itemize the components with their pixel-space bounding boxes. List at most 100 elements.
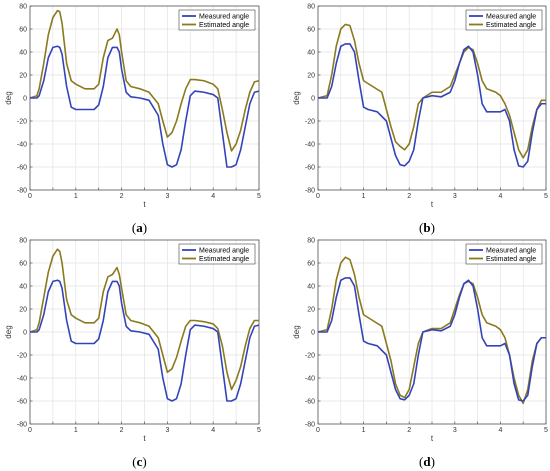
- x-tick-label: 1: [362, 427, 366, 434]
- x-tick-label: 3: [453, 427, 457, 434]
- series-line: [318, 277, 546, 402]
- panel-caption: (c): [132, 454, 146, 469]
- legend-box: [178, 243, 256, 265]
- series-line: [29, 9, 260, 152]
- y-tick-label: -40: [17, 376, 27, 383]
- series-line: [318, 43, 546, 168]
- y-tick-label: -40: [305, 142, 315, 149]
- x-tick-label: 4: [498, 193, 502, 200]
- series-line: [30, 279, 260, 402]
- x-tick-label: 1: [74, 193, 78, 200]
- x-axis-label: t: [431, 434, 434, 443]
- x-tick-label: 3: [165, 427, 169, 434]
- legend-label: Measured angle: [199, 248, 249, 255]
- x-tick-label: 4: [211, 427, 215, 434]
- chart-panel: 0 1 2 3 4 5 -80 -60 -40 -20 0 20 40 60 80 t deg Measured …: [4, 4, 261, 236]
- x-tick-label: 2: [120, 193, 124, 200]
- legend-label: Estimated angle: [486, 256, 536, 263]
- x-tick-label: 3: [453, 193, 457, 200]
- y-tick-label: 60: [19, 27, 27, 34]
- y-tick-label: -80: [305, 422, 315, 429]
- y-tick-label: -80: [305, 188, 315, 195]
- y-tick-label: 80: [19, 238, 27, 245]
- x-tick-label: 0: [28, 427, 32, 434]
- y-tick-label: 0: [23, 330, 27, 337]
- y-tick-label: 40: [307, 284, 315, 291]
- y-tick-label: 60: [307, 261, 315, 268]
- series-line: [30, 45, 260, 168]
- y-tick-label: 80: [19, 4, 27, 11]
- y-tick-label: -60: [305, 165, 315, 172]
- x-tick-label: 5: [257, 193, 261, 200]
- y-tick-label: -40: [305, 376, 315, 383]
- y-tick-label: 80: [307, 4, 315, 11]
- legend-label: Estimated angle: [486, 22, 536, 29]
- y-tick-label: 40: [19, 284, 27, 291]
- y-tick-label: 60: [307, 27, 315, 34]
- series-line: [317, 23, 546, 159]
- legend-box: [465, 243, 543, 265]
- x-tick-label: 0: [316, 427, 320, 434]
- legend-box: [465, 9, 543, 31]
- y-tick-label: 20: [19, 307, 27, 314]
- y-tick-label: 40: [19, 50, 27, 57]
- x-tick-label: 2: [120, 427, 124, 434]
- y-tick-label: 0: [23, 96, 27, 103]
- y-tick-label: -40: [17, 142, 27, 149]
- y-axis-label: deg: [4, 91, 13, 104]
- chart-panel: 0 1 2 3 4 5 -80 -60 -40 -20 0 20 40 60 80 t deg Measured …: [4, 238, 261, 470]
- x-tick-label: 1: [362, 193, 366, 200]
- legend-label: Measured angle: [199, 14, 249, 21]
- y-axis-label: deg: [4, 325, 13, 338]
- x-tick-label: 3: [165, 193, 169, 200]
- y-tick-label: -20: [305, 353, 315, 360]
- panel-caption: (a): [132, 220, 147, 235]
- y-tick-label: 0: [311, 330, 315, 337]
- chart-panel: 0 1 2 3 4 5 -80 -60 -40 -20 0 20 40 60 80 t deg Measured …: [292, 238, 548, 470]
- x-tick-label: 0: [28, 193, 32, 200]
- y-tick-label: 80: [307, 238, 315, 245]
- series-line: [29, 248, 259, 391]
- y-tick-label: -20: [17, 119, 27, 126]
- x-tick-label: 5: [544, 427, 548, 434]
- y-axis-label: deg: [292, 325, 301, 338]
- x-tick-label: 5: [257, 427, 261, 434]
- x-tick-label: 5: [544, 193, 548, 200]
- x-axis-label: t: [143, 200, 146, 209]
- x-axis-label: t: [143, 434, 146, 443]
- y-tick-label: 60: [19, 261, 27, 268]
- y-tick-label: -80: [17, 188, 27, 195]
- y-tick-label: 20: [19, 73, 27, 80]
- y-tick-label: -60: [305, 399, 315, 406]
- y-tick-label: 40: [307, 50, 315, 57]
- y-tick-label: -60: [17, 399, 27, 406]
- y-axis-label: deg: [292, 91, 301, 104]
- x-tick-label: 0: [316, 193, 320, 200]
- legend-box: [178, 9, 256, 31]
- y-tick-label: -20: [17, 353, 27, 360]
- panel-caption: (b): [419, 220, 435, 235]
- panel-caption: (d): [419, 454, 435, 469]
- legend-label: Estimated angle: [199, 256, 249, 263]
- x-tick-label: 2: [407, 193, 411, 200]
- y-tick-label: 20: [307, 73, 315, 80]
- x-tick-label: 4: [498, 427, 502, 434]
- y-tick-label: 0: [311, 96, 315, 103]
- legend-label: Estimated angle: [199, 22, 249, 29]
- y-tick-label: -60: [17, 165, 27, 172]
- legend-label: Measured angle: [486, 248, 536, 255]
- chart-panel: 0 1 2 3 4 5 -80 -60 -40 -20 0 20 40 60 80 t deg Measured …: [292, 4, 548, 236]
- y-tick-label: -80: [17, 422, 27, 429]
- x-axis-label: t: [431, 200, 434, 209]
- x-tick-label: 1: [74, 427, 78, 434]
- x-tick-label: 2: [407, 427, 411, 434]
- y-tick-label: -20: [305, 119, 315, 126]
- legend-label: Measured angle: [486, 14, 536, 21]
- x-tick-label: 4: [211, 193, 215, 200]
- y-tick-label: 20: [307, 307, 315, 314]
